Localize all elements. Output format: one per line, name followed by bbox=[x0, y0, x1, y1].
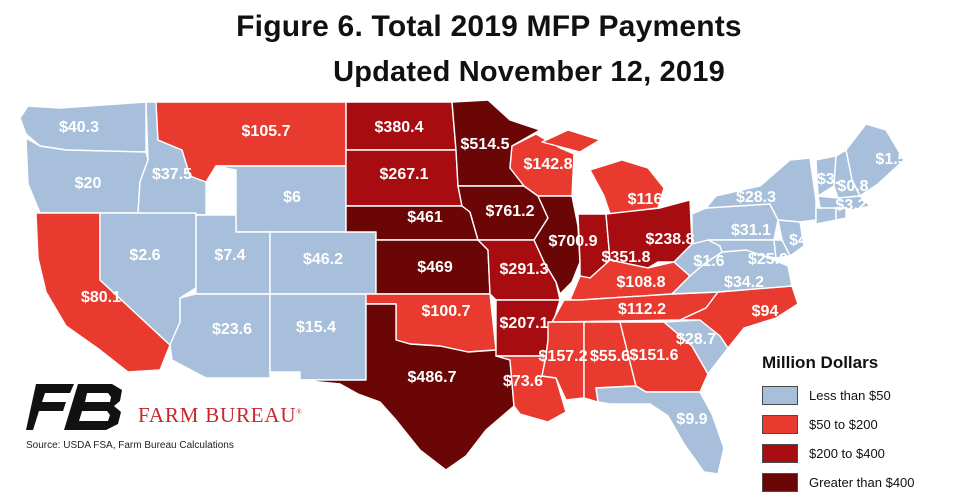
state-value-label-la: $73.6 bbox=[503, 373, 543, 390]
legend-label: $50 to $200 bbox=[809, 417, 878, 432]
state-value-label-tn: $112.2 bbox=[618, 301, 666, 318]
state-nm bbox=[269, 293, 367, 381]
state-value-labels: $40.3 $20 $37.5 $105.7 $6 $80.1 $2.6 $7.4 $46.2 $… bbox=[59, 119, 907, 428]
state-value-label-md: $25.9 bbox=[748, 251, 788, 268]
state-value-label-ca: $80.1 bbox=[81, 289, 121, 306]
state-value-label-az: $23.6 bbox=[212, 321, 252, 338]
state-value-label-ok: $100.7 bbox=[422, 303, 471, 320]
state-value-label-oh: $238.8 bbox=[646, 231, 695, 248]
state-value-label-wy: $6 bbox=[283, 189, 301, 206]
state-value-label-mt: $105.7 bbox=[242, 123, 291, 140]
legend-label: Greater than $400 bbox=[809, 475, 915, 490]
state-value-label-il: $700.9 bbox=[549, 233, 598, 250]
state-value-label-wv: $1.6 bbox=[693, 253, 724, 270]
state-value-label-nd: $380.4 bbox=[375, 119, 424, 136]
state-value-label-nv: $2.6 bbox=[129, 247, 160, 264]
state-ny bbox=[705, 157, 817, 223]
state-value-label-ut: $7.4 bbox=[214, 247, 245, 264]
farm-bureau-wordmark: FARM BUREAU® bbox=[138, 403, 302, 428]
state-value-label-ky: $108.8 bbox=[617, 274, 666, 291]
legend-label: $200 to $400 bbox=[809, 446, 885, 461]
state-fl bbox=[595, 385, 725, 475]
state-value-label-ia: $761.2 bbox=[486, 203, 535, 220]
state-value-label-mi: $116 bbox=[628, 191, 663, 208]
state-value-label-va: $34.2 bbox=[724, 274, 764, 291]
legend-item-50-to-200: $50 to $200 bbox=[762, 412, 972, 437]
state-value-label-me: $1.5 bbox=[875, 151, 906, 168]
state-value-label-mn: $514.5 bbox=[461, 136, 510, 153]
state-value-label-tx: $486.7 bbox=[408, 369, 457, 386]
state-value-label-pa: $31.1 bbox=[731, 222, 771, 239]
state-value-label-sd: $267.1 bbox=[380, 166, 429, 183]
state-mi bbox=[541, 129, 665, 215]
brand-name: FARM BUREAU bbox=[138, 403, 297, 427]
farm-bureau-logo-icon bbox=[26, 384, 122, 430]
state-value-label-ks: $469 bbox=[417, 259, 453, 276]
state-value-label-vt: $3. bbox=[817, 171, 839, 188]
state-il bbox=[533, 195, 581, 295]
figure-title: Figure 6. Total 2019 MFP Payments bbox=[236, 10, 742, 43]
state-value-label-ga: $151.6 bbox=[630, 347, 679, 364]
state-value-label-mo: $291.3 bbox=[500, 261, 549, 278]
state-value-label-nj: $4 bbox=[789, 232, 807, 249]
legend-title: Million Dollars bbox=[762, 353, 879, 372]
state-value-label-in: $351.8 bbox=[602, 249, 651, 266]
state-value-label-nh: $0.8 bbox=[837, 178, 868, 195]
state-ri bbox=[835, 207, 847, 221]
state-value-label-sc: $28.7 bbox=[676, 331, 716, 348]
state-value-label-wi: $142.8 bbox=[524, 156, 573, 173]
state-tx bbox=[299, 303, 515, 471]
registered-mark: ® bbox=[296, 408, 303, 416]
state-value-label-ny: $28.3 bbox=[736, 189, 776, 206]
state-value-label-al: $55.6 bbox=[590, 348, 630, 365]
state-shapes bbox=[19, 99, 905, 475]
legend-swatch bbox=[762, 386, 798, 405]
state-value-label-ne: $461 bbox=[407, 209, 443, 226]
legend-item-less-than-50: Less than $50 bbox=[762, 383, 972, 408]
state-value-label-ma: $3.2 bbox=[835, 197, 866, 214]
source-note: Source: USDA FSA, Farm Bureau Calculatio… bbox=[26, 440, 234, 451]
legend-label: Less than $50 bbox=[809, 388, 891, 403]
state-value-label-fl: $9.9 bbox=[676, 411, 707, 428]
state-value-label-nm: $15.4 bbox=[296, 319, 336, 336]
state-value-label-ms: $157.2 bbox=[539, 348, 588, 365]
state-value-label-id: $37.5 bbox=[152, 166, 192, 183]
state-nj bbox=[777, 219, 805, 257]
state-az bbox=[169, 293, 271, 379]
state-value-label-or: $20 bbox=[75, 175, 102, 192]
state-value-label-ar: $207.1 bbox=[500, 315, 549, 332]
state-de bbox=[773, 239, 791, 259]
state-ct bbox=[815, 207, 837, 225]
figure-subtitle: Updated November 12, 2019 bbox=[333, 56, 725, 88]
legend-swatch bbox=[762, 415, 798, 434]
legend-swatch bbox=[762, 473, 798, 492]
legend-item-200-to-400: $200 to $400 bbox=[762, 441, 972, 466]
state-value-label-co: $46.2 bbox=[303, 251, 343, 268]
legend-swatch bbox=[762, 444, 798, 463]
legend-item-greater-than-400: Greater than $400 bbox=[762, 470, 972, 495]
state-value-label-nc: $94 bbox=[752, 303, 779, 320]
legend: Million Dollars Less than $50 $50 to $20… bbox=[762, 353, 972, 499]
state-value-label-wa: $40.3 bbox=[59, 119, 99, 136]
state-nc bbox=[679, 285, 799, 349]
